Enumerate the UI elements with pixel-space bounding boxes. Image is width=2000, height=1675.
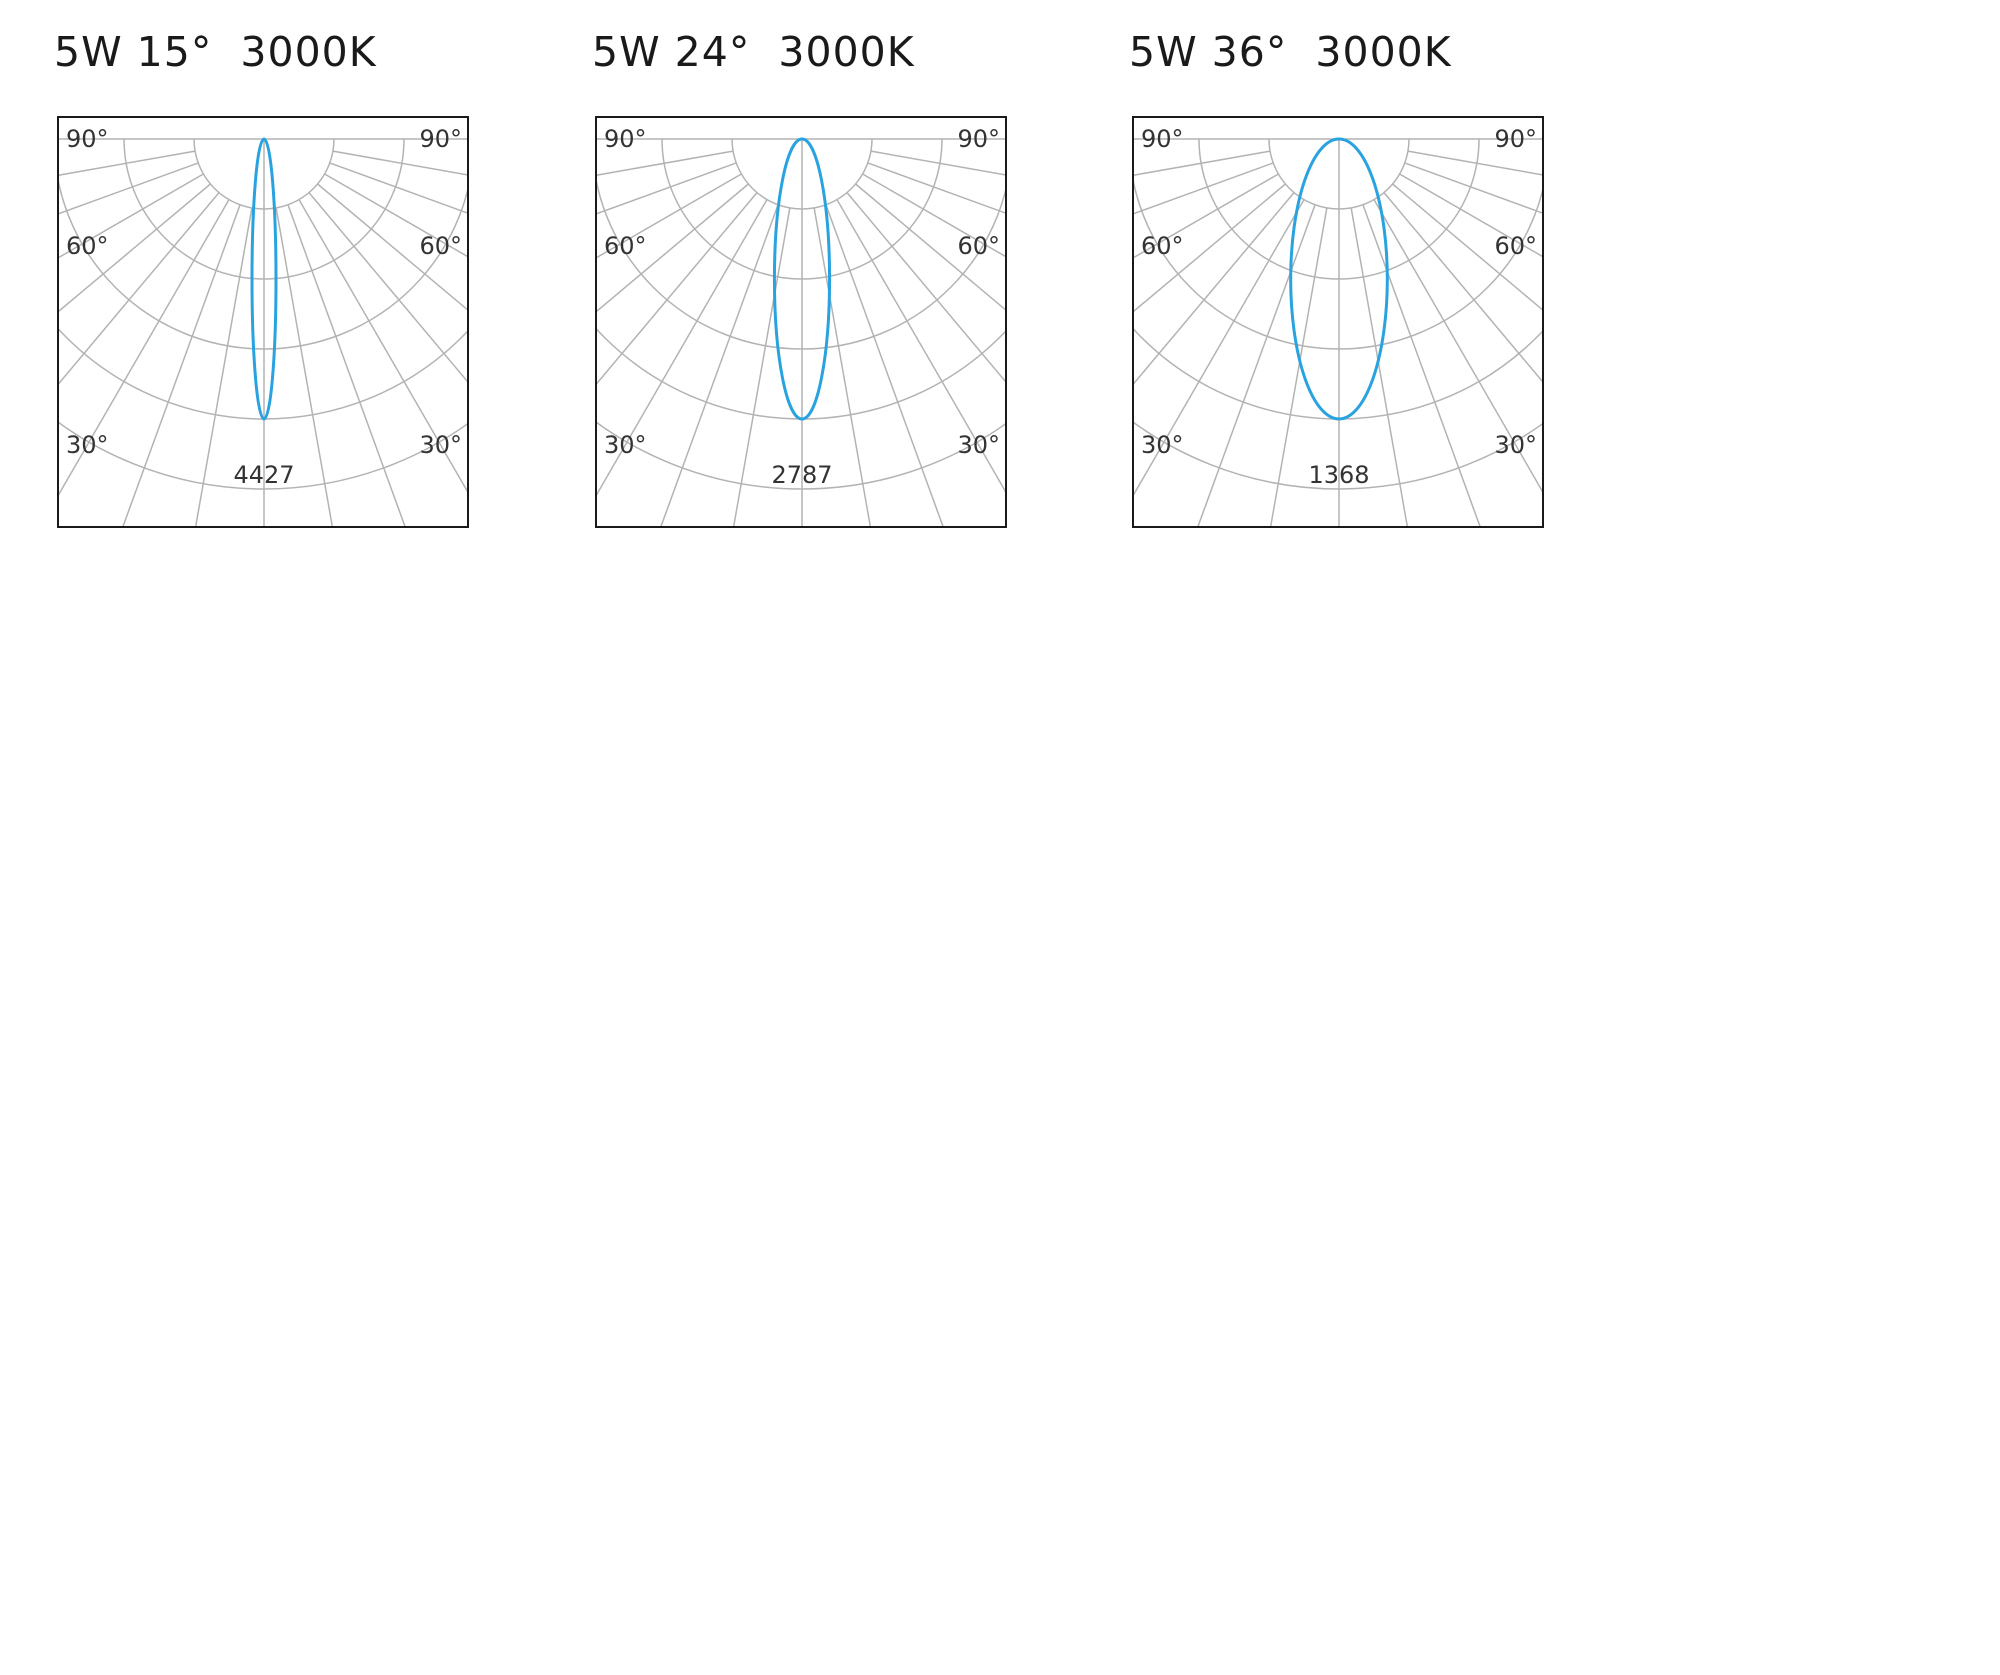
grid-radial-line <box>1133 183 1286 313</box>
grid-radial-line <box>813 207 872 527</box>
grid-radial-line <box>287 204 407 527</box>
grid-radial-line <box>596 192 758 386</box>
grid-radial-line <box>596 162 737 215</box>
polar-grid <box>596 138 1006 527</box>
grid-radial-line <box>1133 150 1271 177</box>
grid-radial-line <box>862 173 1006 258</box>
grid-radial-line <box>870 150 1006 176</box>
grid-radial-line <box>1404 162 1543 215</box>
angle-label-left: 90° <box>604 125 647 153</box>
angle-label-left: 60° <box>66 232 109 260</box>
grid-radial-line <box>596 199 768 498</box>
grid-radial-line <box>1399 173 1543 258</box>
angle-label-left: 90° <box>1141 125 1184 153</box>
angle-label-left: 30° <box>604 431 647 459</box>
grid-radial-line <box>58 150 196 177</box>
grid-radial-line <box>732 207 791 527</box>
angle-label-left: 30° <box>66 431 109 459</box>
grid-radial-line <box>317 183 468 312</box>
polar-chart-panel: 5W 15° 3000K 90° 90° 60° 60° 30° 30° 4427 <box>54 0 534 540</box>
chart-title: 5W 15° 3000K <box>54 28 377 76</box>
grid-radial-line <box>836 199 1006 494</box>
grid-radial-line <box>58 173 204 259</box>
chart-title: 5W 36° 3000K <box>1129 28 1452 76</box>
grid-radial-line <box>308 192 468 384</box>
grid-radial-line <box>324 173 468 258</box>
angle-label-right: 60° <box>419 232 462 260</box>
grid-radial-line <box>825 204 945 527</box>
chart-frame <box>1132 116 1544 528</box>
grid-radial-line <box>596 183 749 313</box>
peak-intensity-label: 1368 <box>1308 461 1369 489</box>
polar-grid <box>1133 138 1543 527</box>
grid-radial-line <box>1373 199 1543 494</box>
intensity-curve <box>250 137 278 421</box>
polar-plot: 90° 90° 60° 60° 30° 30° 1368 <box>1132 116 1544 528</box>
angle-label-right: 60° <box>957 232 1000 260</box>
polar-chart-panel: 5W 36° 3000K 90° 90° 60° 60° 30° 30° 1368 <box>1129 0 1609 540</box>
grid-radial-line <box>58 192 220 386</box>
grid-radial-line <box>855 183 1006 312</box>
grid-radial-line <box>58 199 230 498</box>
grid-radial-line <box>275 207 334 527</box>
grid-radial-line <box>1383 192 1543 384</box>
angle-label-left: 30° <box>1141 431 1184 459</box>
grid-radial-line <box>1392 183 1543 312</box>
grid-radial-line <box>332 150 468 176</box>
grid-radial-line <box>846 192 1006 384</box>
polar-plot: 90° 90° 60° 60° 30° 30° 2787 <box>595 116 1007 528</box>
grid-radial-line <box>121 204 241 527</box>
angle-label-left: 60° <box>604 232 647 260</box>
angle-label-left: 90° <box>66 125 109 153</box>
polar-chart-panel: 5W 24° 3000K 90° 90° 60° 60° 30° 30° 2787 <box>592 0 1072 540</box>
grid-radial-line <box>1269 207 1328 527</box>
grid-radial-line <box>58 183 211 313</box>
angle-label-right: 90° <box>419 125 462 153</box>
grid-radial-line <box>596 150 734 177</box>
grid-radial-line <box>298 199 468 494</box>
angle-label-left: 60° <box>1141 232 1184 260</box>
grid-radial-line <box>1407 150 1543 176</box>
grid-radial-line <box>1133 162 1274 215</box>
chart-title: 5W 24° 3000K <box>592 28 915 76</box>
angle-label-right: 30° <box>419 431 462 459</box>
grid-radial-line <box>329 162 468 215</box>
grid-radial-line <box>867 162 1006 215</box>
chart-frame <box>595 116 1007 528</box>
grid-radial-line <box>1133 199 1305 498</box>
grid-radial-line <box>1350 207 1409 527</box>
grid-radial-line <box>194 207 253 527</box>
angle-label-right: 60° <box>1494 232 1537 260</box>
grid-radial-line <box>1196 204 1316 527</box>
angle-label-right: 30° <box>957 431 1000 459</box>
peak-intensity-label: 2787 <box>771 461 832 489</box>
grid-radial-line <box>1133 173 1279 259</box>
chart-frame <box>57 116 469 528</box>
peak-intensity-label: 4427 <box>233 461 294 489</box>
grid-radial-line <box>659 204 779 527</box>
intensity-curve <box>772 137 832 421</box>
grid-radial-line <box>58 162 199 215</box>
angle-label-right: 30° <box>1494 431 1537 459</box>
grid-radial-line <box>1362 204 1482 527</box>
angle-label-right: 90° <box>1494 125 1537 153</box>
grid-radial-line <box>1133 192 1295 386</box>
intensity-curve <box>1289 137 1389 421</box>
polar-plot: 90° 90° 60° 60° 30° 30° 4427 <box>57 116 469 528</box>
grid-radial-line <box>596 173 742 259</box>
angle-label-right: 90° <box>957 125 1000 153</box>
